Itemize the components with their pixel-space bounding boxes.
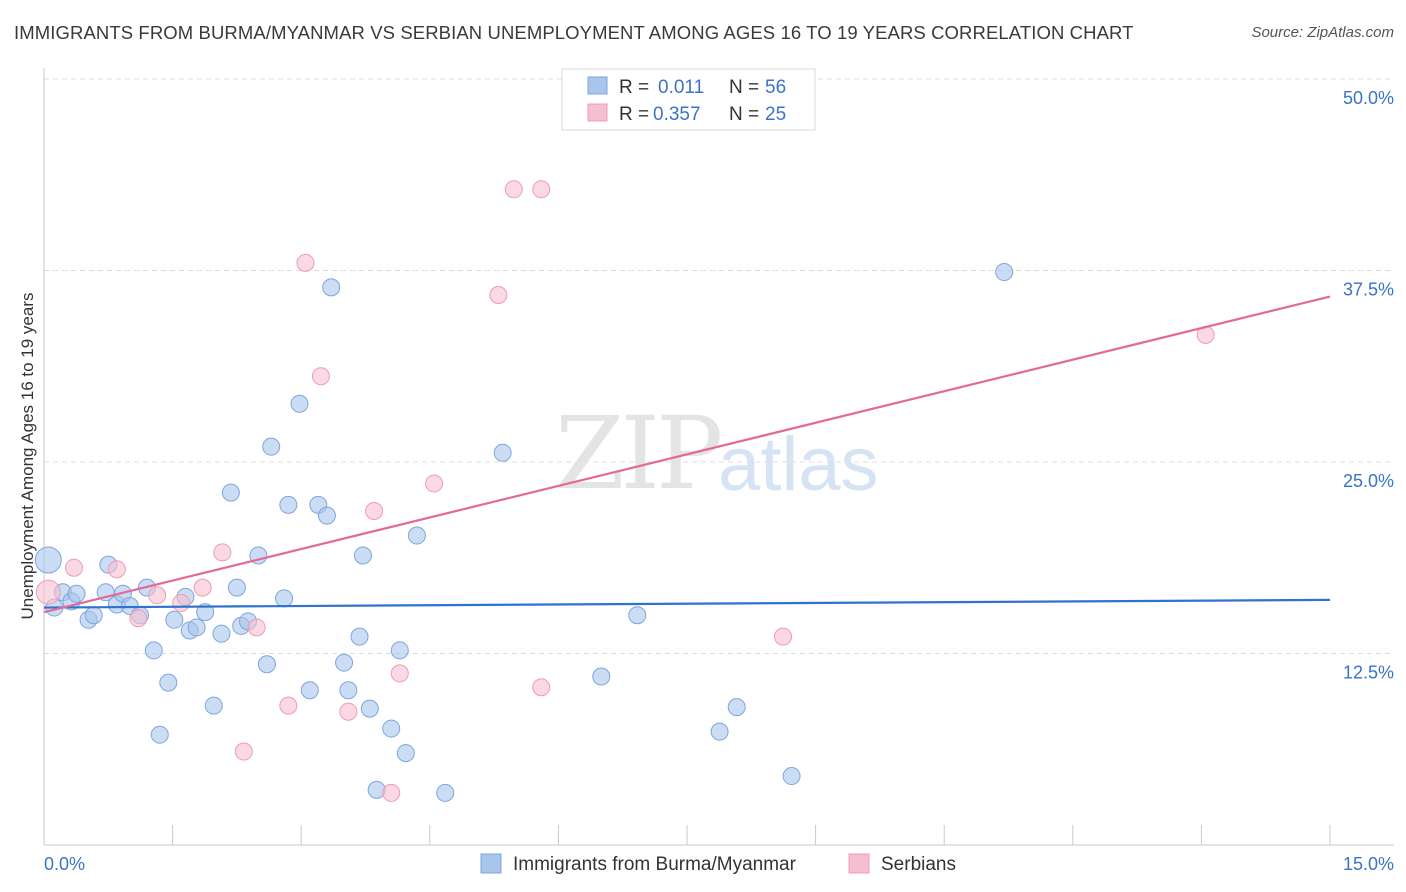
serbians-data-point xyxy=(390,664,409,683)
burma-data-point xyxy=(317,506,336,525)
burma-data-point xyxy=(212,624,231,643)
stats-legend: R = 0.011 N = 56 R = 0.357 N = 25 xyxy=(561,68,816,131)
serbians-data-point xyxy=(247,618,266,637)
serbians-data-point xyxy=(504,180,523,199)
stats-n-value-burma: 56 xyxy=(765,77,786,98)
y-tick-label: 12.5% xyxy=(1343,663,1394,683)
stats-r-value-serbians: 0.357 xyxy=(653,104,701,125)
burma-data-point xyxy=(196,603,215,622)
serbians-data-point xyxy=(148,586,167,605)
burma-data-point xyxy=(407,526,426,545)
burma-data-point xyxy=(339,681,358,700)
burma-data-point xyxy=(290,394,309,413)
stats-n-label-burma: N = xyxy=(729,77,759,98)
trend-lines xyxy=(43,295,1331,614)
watermark-atlas: atlas xyxy=(718,422,879,507)
series-legend: Immigrants from Burma/Myanmar Serbians xyxy=(480,853,956,875)
watermark-zip: ZIP xyxy=(555,395,720,512)
burma-data-point xyxy=(360,699,379,718)
serbians-data-point xyxy=(35,579,61,605)
legend-label-serbians: Serbians xyxy=(881,854,956,875)
stats-swatch-burma xyxy=(587,76,608,95)
burma-data-point xyxy=(322,278,341,297)
serbians-trend-line xyxy=(43,295,1331,614)
x-axis-ticks xyxy=(172,825,1331,845)
serbians-data-point xyxy=(425,474,444,493)
source-credit: Source: ZipAtlas.com xyxy=(1251,24,1394,41)
burma-data-point xyxy=(279,495,298,514)
serbians-data-point xyxy=(489,286,508,305)
burma-data-point xyxy=(335,653,354,672)
y-tick-label: 37.5% xyxy=(1343,280,1394,300)
y-tick-label: 25.0% xyxy=(1343,471,1394,491)
burma-data-point xyxy=(150,725,169,744)
serbians-data-point xyxy=(532,678,551,697)
serbians-data-point xyxy=(129,609,148,628)
x-tick-label-min: 0.0% xyxy=(44,854,85,874)
burma-data-point xyxy=(204,696,223,715)
gridlines xyxy=(44,78,1394,654)
legend-swatch-serbians xyxy=(848,853,870,874)
serbians-data-point xyxy=(107,560,126,579)
serbians-data-point xyxy=(382,783,401,802)
burma-data-point xyxy=(221,483,240,502)
burma-data-point xyxy=(257,655,276,674)
burma-data-point xyxy=(382,719,401,738)
burma-data-point xyxy=(727,698,746,717)
stats-r-value-burma: 0.011 xyxy=(658,77,704,98)
serbians-data-point xyxy=(311,367,330,386)
burma-data-point xyxy=(227,578,246,597)
burma-data-point xyxy=(628,606,647,625)
burma-data-point xyxy=(493,443,512,462)
stats-swatch-serbians xyxy=(587,103,608,122)
burma-data-point xyxy=(995,263,1014,282)
burma-data-point xyxy=(350,627,369,646)
burma-data-point xyxy=(144,641,163,660)
stats-r-label-burma: R = xyxy=(619,77,649,98)
burma-data-point xyxy=(300,681,319,700)
burma-data-point xyxy=(84,606,103,625)
burma-data-point xyxy=(187,618,206,637)
burma-data-point xyxy=(67,584,86,603)
serbians-data-point xyxy=(172,593,191,612)
burma-data-point xyxy=(396,744,415,763)
y-tick-label: 50.0% xyxy=(1343,88,1394,108)
burma-data-point xyxy=(367,780,386,799)
serbians-data-point xyxy=(532,180,551,199)
burma-data-point xyxy=(34,546,62,574)
burma-data-point xyxy=(592,667,611,686)
serbians-data-point xyxy=(296,253,315,272)
stats-n-label-serbians: N = xyxy=(729,104,759,125)
legend-label-burma: Immigrants from Burma/Myanmar xyxy=(513,854,797,875)
burma-data-point xyxy=(275,589,294,608)
burma-data-point xyxy=(353,546,372,565)
burma-data-point xyxy=(436,783,455,802)
stats-r-label-serbians: R = xyxy=(619,104,649,125)
legend-swatch-burma xyxy=(480,853,502,874)
serbians-data-point xyxy=(279,696,298,715)
burma-data-point xyxy=(710,722,729,741)
burma-data-point xyxy=(390,641,409,660)
y-tick-labels: 12.5% 25.0% 37.5% 50.0% xyxy=(1343,88,1394,683)
serbians-data-point xyxy=(234,742,253,761)
burma-data-point xyxy=(159,673,178,692)
serbians-data-point xyxy=(65,558,84,577)
burma-data-point xyxy=(165,610,184,629)
x-tick-label-max: 15.0% xyxy=(1343,854,1394,874)
stats-n-value-serbians: 25 xyxy=(765,104,786,125)
burma-data-point xyxy=(782,767,801,786)
chart-title: IMMIGRANTS FROM BURMA/MYANMAR VS SERBIAN… xyxy=(14,22,1134,43)
serbians-data-point xyxy=(365,502,384,521)
burma-trend-line xyxy=(43,598,1331,609)
burma-data-point xyxy=(262,437,281,456)
serbians-data-point xyxy=(193,578,212,597)
data-points xyxy=(34,180,1215,802)
serbians-data-point xyxy=(213,543,232,562)
serbians-data-point xyxy=(774,627,793,646)
serbians-data-point xyxy=(339,702,358,721)
